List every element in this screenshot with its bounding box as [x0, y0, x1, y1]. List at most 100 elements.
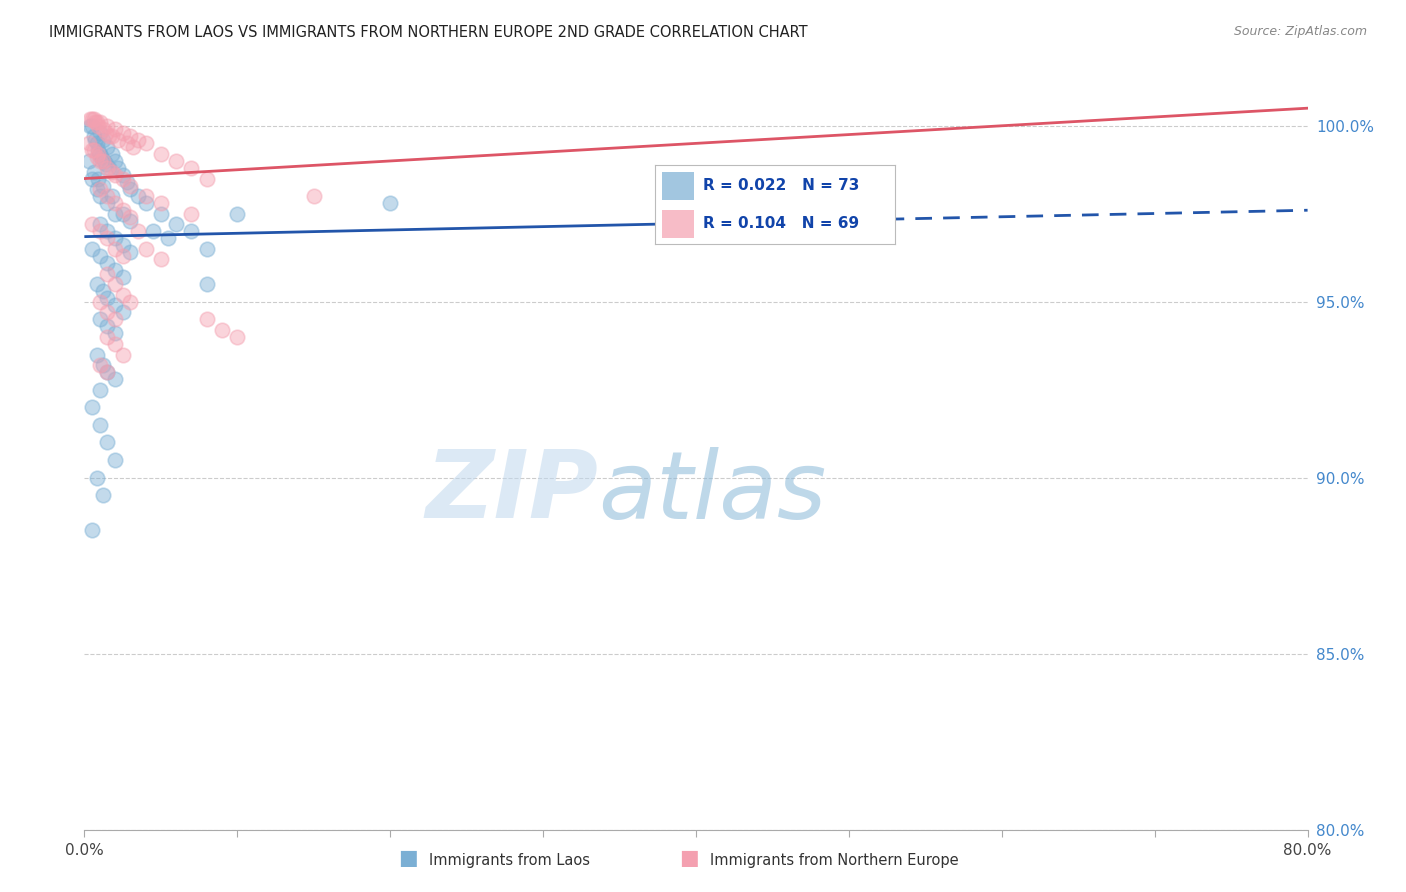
Point — [86, 277, 108, 292]
Point — [86, 151, 108, 165]
Point — [115, 136, 138, 151]
Point — [96, 231, 118, 245]
Point — [90, 151, 112, 165]
Point — [96, 365, 118, 379]
Point — [120, 211, 142, 225]
Text: Immigrants from Laos: Immigrants from Laos — [429, 853, 591, 868]
Point — [83, 164, 105, 178]
Point — [86, 471, 108, 485]
Point — [111, 238, 134, 252]
Point — [89, 126, 111, 140]
Point — [89, 147, 111, 161]
Point — [226, 207, 249, 221]
Point — [89, 417, 111, 432]
Point — [122, 140, 145, 154]
Point — [80, 119, 103, 133]
Point — [165, 217, 187, 231]
Point — [80, 144, 103, 158]
Point — [127, 189, 149, 203]
Point — [104, 153, 127, 168]
Point — [142, 224, 165, 238]
Point — [226, 330, 249, 344]
Point — [96, 291, 118, 305]
Point — [91, 178, 114, 193]
Point — [195, 242, 218, 256]
Point — [80, 171, 103, 186]
Point — [94, 126, 117, 140]
Point — [89, 249, 111, 263]
Text: ZIP: ZIP — [425, 446, 598, 538]
Point — [89, 294, 111, 309]
Point — [101, 189, 124, 203]
Point — [104, 242, 127, 256]
Point — [96, 305, 118, 319]
Point — [104, 207, 127, 221]
Point — [104, 326, 127, 341]
Point — [111, 207, 134, 221]
Point — [96, 196, 118, 211]
Point — [101, 164, 124, 178]
Point — [107, 161, 129, 175]
Point — [93, 153, 115, 168]
Text: atlas: atlas — [598, 447, 827, 538]
Point — [79, 119, 101, 133]
Point — [111, 347, 134, 361]
Point — [96, 140, 118, 154]
Point — [135, 189, 157, 203]
Point — [96, 435, 118, 450]
Point — [96, 319, 118, 334]
Point — [91, 488, 114, 502]
Point — [104, 263, 127, 277]
Point — [104, 372, 127, 386]
Point — [91, 358, 114, 372]
Point — [135, 196, 157, 211]
Point — [195, 171, 218, 186]
Point — [180, 207, 202, 221]
Point — [86, 136, 108, 151]
Point — [89, 153, 111, 168]
Point — [104, 453, 127, 467]
Point — [120, 214, 142, 228]
Point — [94, 157, 117, 171]
Point — [111, 287, 134, 301]
Point — [87, 147, 110, 161]
Point — [104, 337, 127, 351]
Point — [111, 203, 134, 218]
Point — [104, 298, 127, 312]
Point — [79, 112, 101, 126]
Point — [87, 171, 110, 186]
Point — [380, 196, 402, 211]
Point — [89, 383, 111, 397]
Point — [91, 153, 114, 168]
Point — [96, 161, 118, 175]
Point — [89, 358, 111, 372]
Point — [135, 242, 157, 256]
Point — [127, 133, 149, 147]
Point — [104, 312, 127, 326]
Point — [91, 133, 114, 147]
Point — [89, 189, 111, 203]
Point — [101, 129, 124, 144]
Point — [149, 196, 172, 211]
Point — [80, 524, 103, 538]
Point — [86, 115, 108, 129]
Point — [120, 182, 142, 196]
Point — [83, 144, 105, 158]
Point — [91, 284, 114, 298]
Point — [84, 115, 107, 129]
Point — [111, 270, 134, 285]
Point — [195, 312, 218, 326]
Point — [80, 217, 103, 231]
Text: Immigrants from Northern Europe: Immigrants from Northern Europe — [710, 853, 959, 868]
Point — [104, 168, 127, 182]
Point — [87, 119, 110, 133]
Point — [211, 323, 233, 337]
Point — [83, 112, 105, 126]
Text: IMMIGRANTS FROM LAOS VS IMMIGRANTS FROM NORTHERN EUROPE 2ND GRADE CORRELATION CH: IMMIGRANTS FROM LAOS VS IMMIGRANTS FROM … — [49, 25, 808, 40]
Point — [96, 256, 118, 270]
Point — [149, 252, 172, 267]
Point — [89, 312, 111, 326]
Point — [83, 129, 105, 144]
Point — [111, 305, 134, 319]
Point — [96, 189, 118, 203]
